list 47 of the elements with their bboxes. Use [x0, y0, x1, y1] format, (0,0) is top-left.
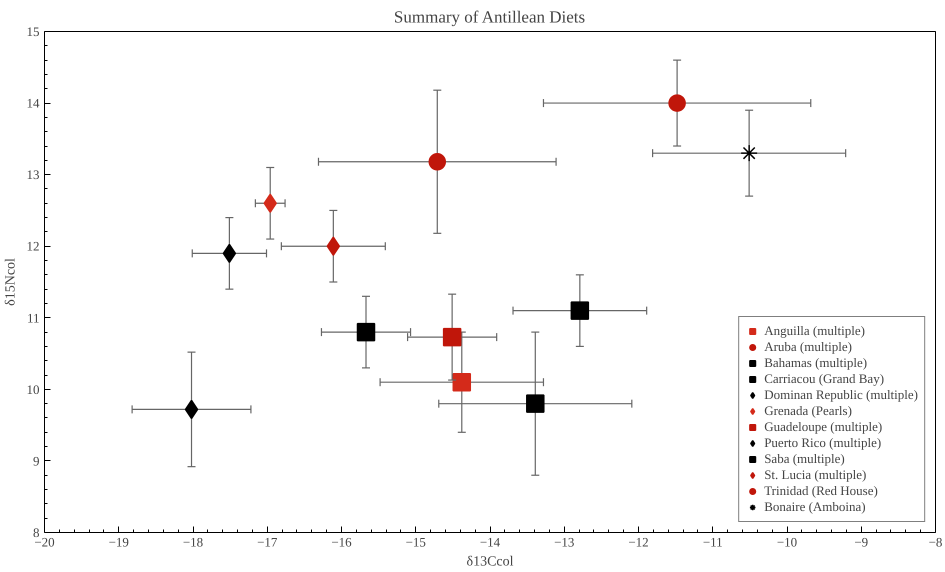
y-tick-label: 15 — [26, 24, 40, 39]
point — [570, 301, 590, 320]
y-tick-label: 8 — [33, 525, 40, 540]
x-tick-label: −11 — [702, 534, 723, 550]
x-axis-title: δ13Ccol — [466, 554, 514, 570]
legend-label: Puerto Rico (multiple) — [764, 435, 882, 451]
x-tick-label: −16 — [331, 534, 352, 550]
y-tick-label: 10 — [26, 382, 40, 397]
point — [326, 236, 340, 256]
x-tick-label: −18 — [182, 534, 204, 550]
x-tick-label: −17 — [257, 534, 278, 550]
legend-label: Anguilla (multiple) — [764, 323, 865, 339]
y-tick-label: 11 — [26, 310, 40, 326]
legend-label: Bonaire (Amboina) — [764, 499, 866, 515]
y-axis-title: δ15Ncol — [4, 258, 18, 306]
point — [452, 372, 472, 392]
legend-label: St. Lucia (multiple) — [764, 467, 866, 483]
x-tick-label: −13 — [554, 534, 574, 550]
point — [428, 153, 446, 170]
x-tick-label: −10 — [776, 534, 798, 550]
legend-label: Guadeloupe (multiple) — [764, 419, 882, 435]
x-tick-label: −8 — [928, 534, 942, 550]
legend-label: Dominan Republic (multiple) — [764, 387, 918, 403]
legend-label: Saba (multiple) — [764, 451, 845, 467]
y-tick-label: 9 — [33, 453, 40, 468]
x-tick-label: −15 — [406, 534, 426, 550]
point — [668, 94, 686, 112]
point — [222, 244, 236, 264]
point — [184, 400, 198, 420]
x-tick-label: −14 — [480, 534, 501, 550]
legend-label: Bahamas (multiple) — [764, 355, 868, 371]
point — [442, 328, 462, 346]
point — [740, 144, 758, 162]
x-tick-label: −12 — [628, 534, 649, 550]
legend-label: Carriacou (Grand Bay) — [764, 371, 884, 387]
legend-label: Grenada (Pearls) — [764, 403, 852, 419]
legend-label: Trinidad (Red House) — [764, 483, 878, 499]
x-tick-label: −19 — [108, 534, 129, 550]
point — [526, 394, 545, 413]
point — [263, 194, 277, 214]
chart-title: Summary of Antillean Diets — [394, 8, 586, 26]
legend-label: Aruba (multiple) — [764, 339, 852, 355]
y-tick-label: 14 — [26, 96, 40, 111]
x-tick-label: −9 — [854, 534, 868, 550]
y-tick-label: 12 — [26, 238, 40, 254]
point — [356, 322, 376, 342]
y-tick-label: 13 — [26, 167, 40, 182]
